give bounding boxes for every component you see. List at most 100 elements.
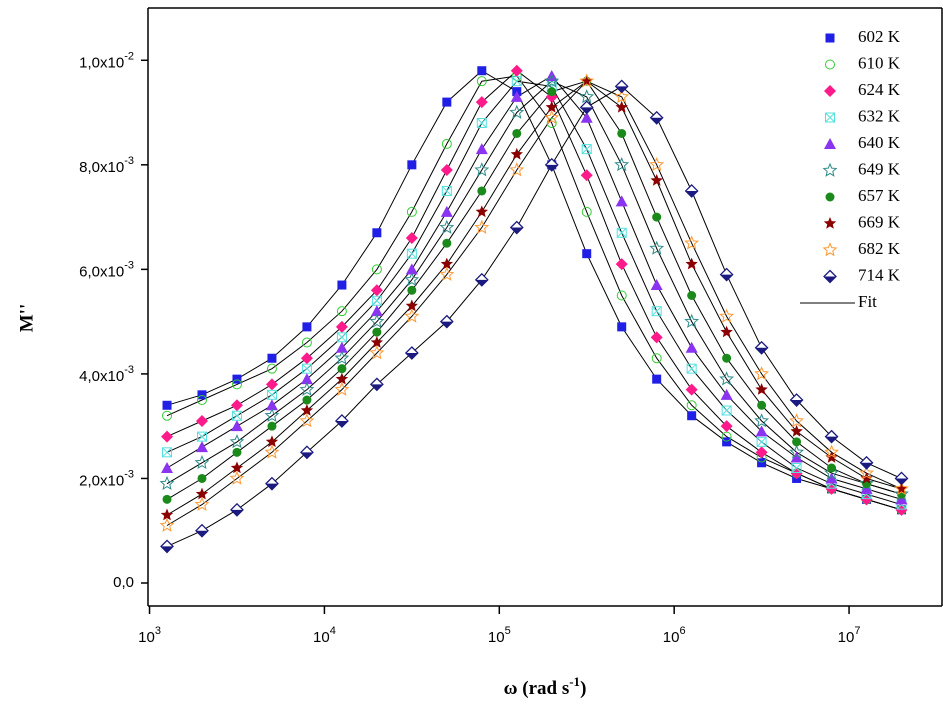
marker xyxy=(197,473,207,483)
marker xyxy=(301,337,312,348)
marker xyxy=(720,325,733,338)
marker xyxy=(582,249,592,259)
marker xyxy=(369,377,384,392)
marker-part xyxy=(650,117,663,124)
marker-part xyxy=(721,405,732,416)
fit-line xyxy=(166,80,902,516)
y-tick-label: 2,0x10-3 xyxy=(79,468,134,489)
marker xyxy=(476,118,487,128)
marker xyxy=(302,322,312,332)
marker xyxy=(194,496,210,511)
fit-line xyxy=(166,80,902,495)
marker xyxy=(790,424,803,437)
marker xyxy=(369,313,385,328)
marker xyxy=(617,128,627,138)
marker xyxy=(894,471,909,486)
y-axis-label: M'' xyxy=(16,304,37,333)
marker xyxy=(197,390,207,400)
marker xyxy=(650,331,663,344)
marker xyxy=(684,313,700,328)
marker xyxy=(439,314,454,329)
marker xyxy=(757,400,767,410)
x-label-sup: -1 xyxy=(569,674,580,689)
plot-area xyxy=(159,64,909,554)
marker xyxy=(195,441,208,453)
marker xyxy=(789,393,804,407)
marker-part xyxy=(510,227,523,234)
marker xyxy=(440,257,453,270)
marker-part xyxy=(580,107,593,114)
x-axis-label: ω (rad s-1) xyxy=(504,674,587,699)
marker xyxy=(264,407,280,423)
marker xyxy=(579,89,595,104)
marker xyxy=(229,434,245,449)
marker-part xyxy=(511,76,522,87)
marker xyxy=(474,219,490,234)
marker-part xyxy=(791,463,802,473)
x-tick-label-exp: 5 xyxy=(505,625,511,637)
marker xyxy=(652,374,662,384)
marker xyxy=(300,352,313,365)
marker xyxy=(162,447,173,458)
marker-part xyxy=(300,452,313,459)
marker xyxy=(614,89,630,104)
marker xyxy=(441,138,452,149)
marker xyxy=(439,219,455,234)
marker xyxy=(509,162,525,177)
marker xyxy=(162,494,172,504)
marker xyxy=(159,475,175,490)
marker xyxy=(230,420,243,432)
marker-part xyxy=(756,437,767,447)
marker xyxy=(719,308,735,323)
marker-part xyxy=(475,279,488,286)
marker xyxy=(300,404,314,416)
y-tick-label-base: 8,0x10 xyxy=(79,159,124,176)
marker-part xyxy=(441,185,452,196)
marker xyxy=(719,267,734,282)
x-tick-label-exp: 7 xyxy=(854,625,860,637)
marker xyxy=(825,59,835,70)
legend: 602 K 610 K 624 K 632 K 640 K 649 K 657 K 669 K… xyxy=(800,27,901,311)
marker xyxy=(824,465,839,480)
marker xyxy=(404,308,420,323)
marker xyxy=(195,523,209,538)
marker xyxy=(335,341,348,353)
marker-part xyxy=(651,306,662,317)
x-tick-label-exp: 6 xyxy=(679,625,685,637)
marker xyxy=(614,79,629,94)
y-tick-label-exp: -2 xyxy=(124,50,134,62)
marker xyxy=(687,411,697,421)
marker xyxy=(720,420,733,433)
y-tick-label-base: 2,0x10 xyxy=(79,472,124,489)
marker-part xyxy=(686,363,697,374)
marker-part xyxy=(825,112,835,123)
x-tick-label: 106 xyxy=(663,625,686,646)
marker xyxy=(160,508,174,521)
marker xyxy=(824,85,836,97)
marker xyxy=(196,395,207,406)
marker xyxy=(230,461,244,474)
marker-part xyxy=(685,190,698,197)
marker-part xyxy=(824,276,836,283)
legend-label: 624 K xyxy=(858,80,901,99)
marker xyxy=(616,290,627,301)
marker xyxy=(754,413,770,428)
marker-part xyxy=(860,462,873,469)
marker xyxy=(616,227,627,238)
marker xyxy=(789,444,805,459)
x-tick-label: 103 xyxy=(138,625,161,646)
marker xyxy=(476,76,487,87)
marker xyxy=(509,104,525,119)
y-tick-label-base: 4,0x10 xyxy=(79,368,124,385)
marker xyxy=(265,435,279,448)
marker xyxy=(440,164,453,177)
marker xyxy=(337,364,347,374)
marker-part xyxy=(335,420,348,427)
y-tick-label-exp: -3 xyxy=(124,364,134,376)
marker xyxy=(825,472,838,484)
marker-part xyxy=(721,405,732,416)
marker xyxy=(267,421,277,431)
marker xyxy=(371,295,382,306)
